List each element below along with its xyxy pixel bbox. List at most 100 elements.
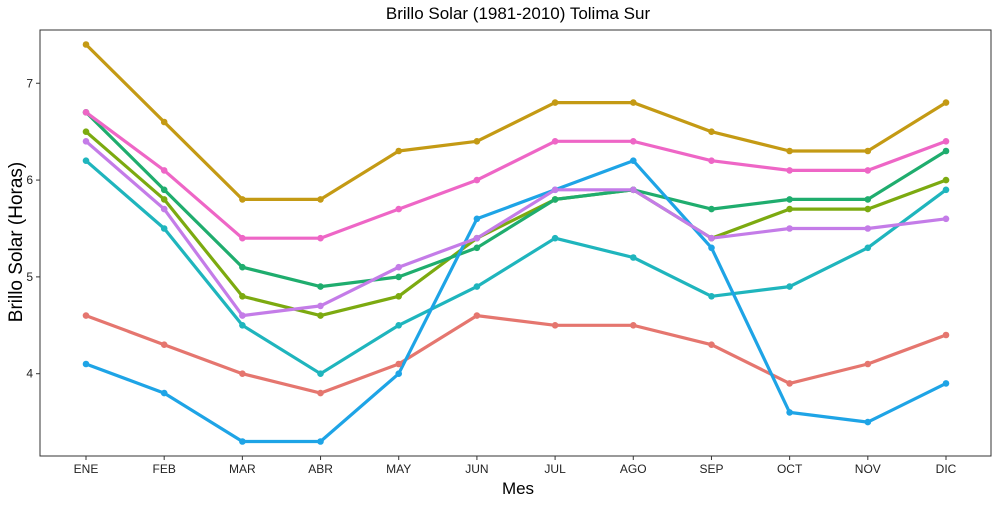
data-point — [239, 263, 246, 271]
x-tick-label: NOV — [855, 462, 881, 476]
series-line-4 — [84, 110, 948, 289]
data-point — [160, 341, 168, 349]
data-point — [160, 196, 168, 203]
data-point — [82, 109, 90, 116]
data-point — [82, 41, 90, 48]
data-point — [630, 186, 637, 194]
data-point — [708, 205, 715, 213]
data-point — [630, 254, 637, 261]
series-line-8 — [84, 110, 948, 240]
data-point — [630, 157, 637, 164]
data-point — [473, 283, 481, 290]
data-point — [82, 360, 90, 368]
data-point — [551, 99, 559, 106]
data-point — [317, 312, 324, 319]
series-line-7 — [84, 139, 948, 318]
data-point — [239, 196, 246, 203]
series-line-6 — [84, 159, 948, 444]
data-point — [239, 234, 246, 242]
data-point — [630, 138, 637, 145]
data-point — [708, 341, 715, 349]
series-points — [82, 41, 950, 445]
data-point — [473, 138, 481, 145]
data-point — [786, 283, 793, 290]
data-point — [160, 186, 168, 194]
data-point — [239, 370, 246, 378]
data-point — [786, 409, 793, 416]
data-point — [942, 147, 950, 155]
data-point — [473, 234, 481, 242]
data-point — [864, 205, 872, 213]
x-tick-label: SEP — [699, 462, 723, 476]
data-point — [864, 196, 872, 203]
series-line-5 — [84, 159, 948, 376]
x-tick-label: ABR — [308, 462, 333, 476]
data-point — [942, 99, 950, 106]
y-tick-label: 6 — [26, 173, 33, 187]
data-point — [473, 312, 481, 319]
chart-title: Brillo Solar (1981-2010) Tolima Sur — [386, 4, 651, 23]
data-point — [473, 215, 481, 223]
data-point — [551, 196, 559, 203]
data-point — [395, 293, 403, 300]
data-point — [630, 99, 637, 106]
data-point — [473, 244, 481, 252]
y-axis-label: Brillo Solar (Horas) — [6, 162, 27, 322]
data-point — [82, 128, 90, 135]
data-point — [551, 186, 559, 194]
data-point — [473, 176, 481, 184]
data-point — [630, 322, 637, 329]
x-tick-label: OCT — [777, 462, 803, 476]
y-tick-label: 4 — [26, 367, 33, 381]
x-tick-label: JUN — [465, 462, 488, 476]
x-tick-label: FEB — [153, 462, 176, 476]
series-line-2 — [84, 42, 948, 201]
data-point — [864, 418, 872, 426]
data-point — [708, 157, 715, 164]
data-point — [395, 360, 403, 368]
y-tick-label: 7 — [26, 76, 33, 90]
data-point — [317, 438, 324, 445]
data-point — [82, 157, 90, 164]
data-point — [82, 138, 90, 145]
data-point — [786, 147, 793, 155]
series-line-3 — [84, 130, 948, 318]
data-point — [708, 128, 715, 135]
data-point — [942, 138, 950, 145]
data-point — [942, 331, 950, 339]
data-point — [864, 360, 872, 368]
data-point — [942, 176, 950, 184]
data-point — [160, 167, 168, 174]
data-point — [317, 389, 324, 397]
data-point — [864, 147, 872, 155]
data-point — [160, 389, 168, 397]
data-point — [708, 244, 715, 252]
data-point — [786, 167, 793, 174]
series-line-1 — [84, 314, 948, 395]
data-point — [708, 293, 715, 300]
y-tick-label: 5 — [26, 270, 33, 284]
data-point — [239, 438, 246, 445]
data-point — [160, 225, 168, 232]
x-tick-label: ENE — [74, 462, 99, 476]
data-point — [160, 118, 168, 126]
data-point — [786, 196, 793, 203]
data-point — [317, 234, 324, 242]
data-point — [864, 225, 872, 232]
axis-ticks: ENE FEB MAR ABR MAY JUN JUL AGO SEP OCT NOV DIC 4 5 6 7 — [26, 76, 956, 476]
data-point — [160, 205, 168, 213]
data-point — [395, 147, 403, 155]
data-point — [395, 205, 403, 213]
x-tick-label: JUL — [544, 462, 566, 476]
data-point — [317, 283, 324, 290]
data-point — [82, 312, 90, 319]
x-tick-label: DIC — [936, 462, 957, 476]
data-point — [786, 225, 793, 232]
data-point — [395, 263, 403, 271]
x-axis-label: Mes — [502, 479, 534, 498]
data-point — [942, 186, 950, 194]
data-point — [239, 322, 246, 329]
x-tick-label: MAY — [386, 462, 411, 476]
